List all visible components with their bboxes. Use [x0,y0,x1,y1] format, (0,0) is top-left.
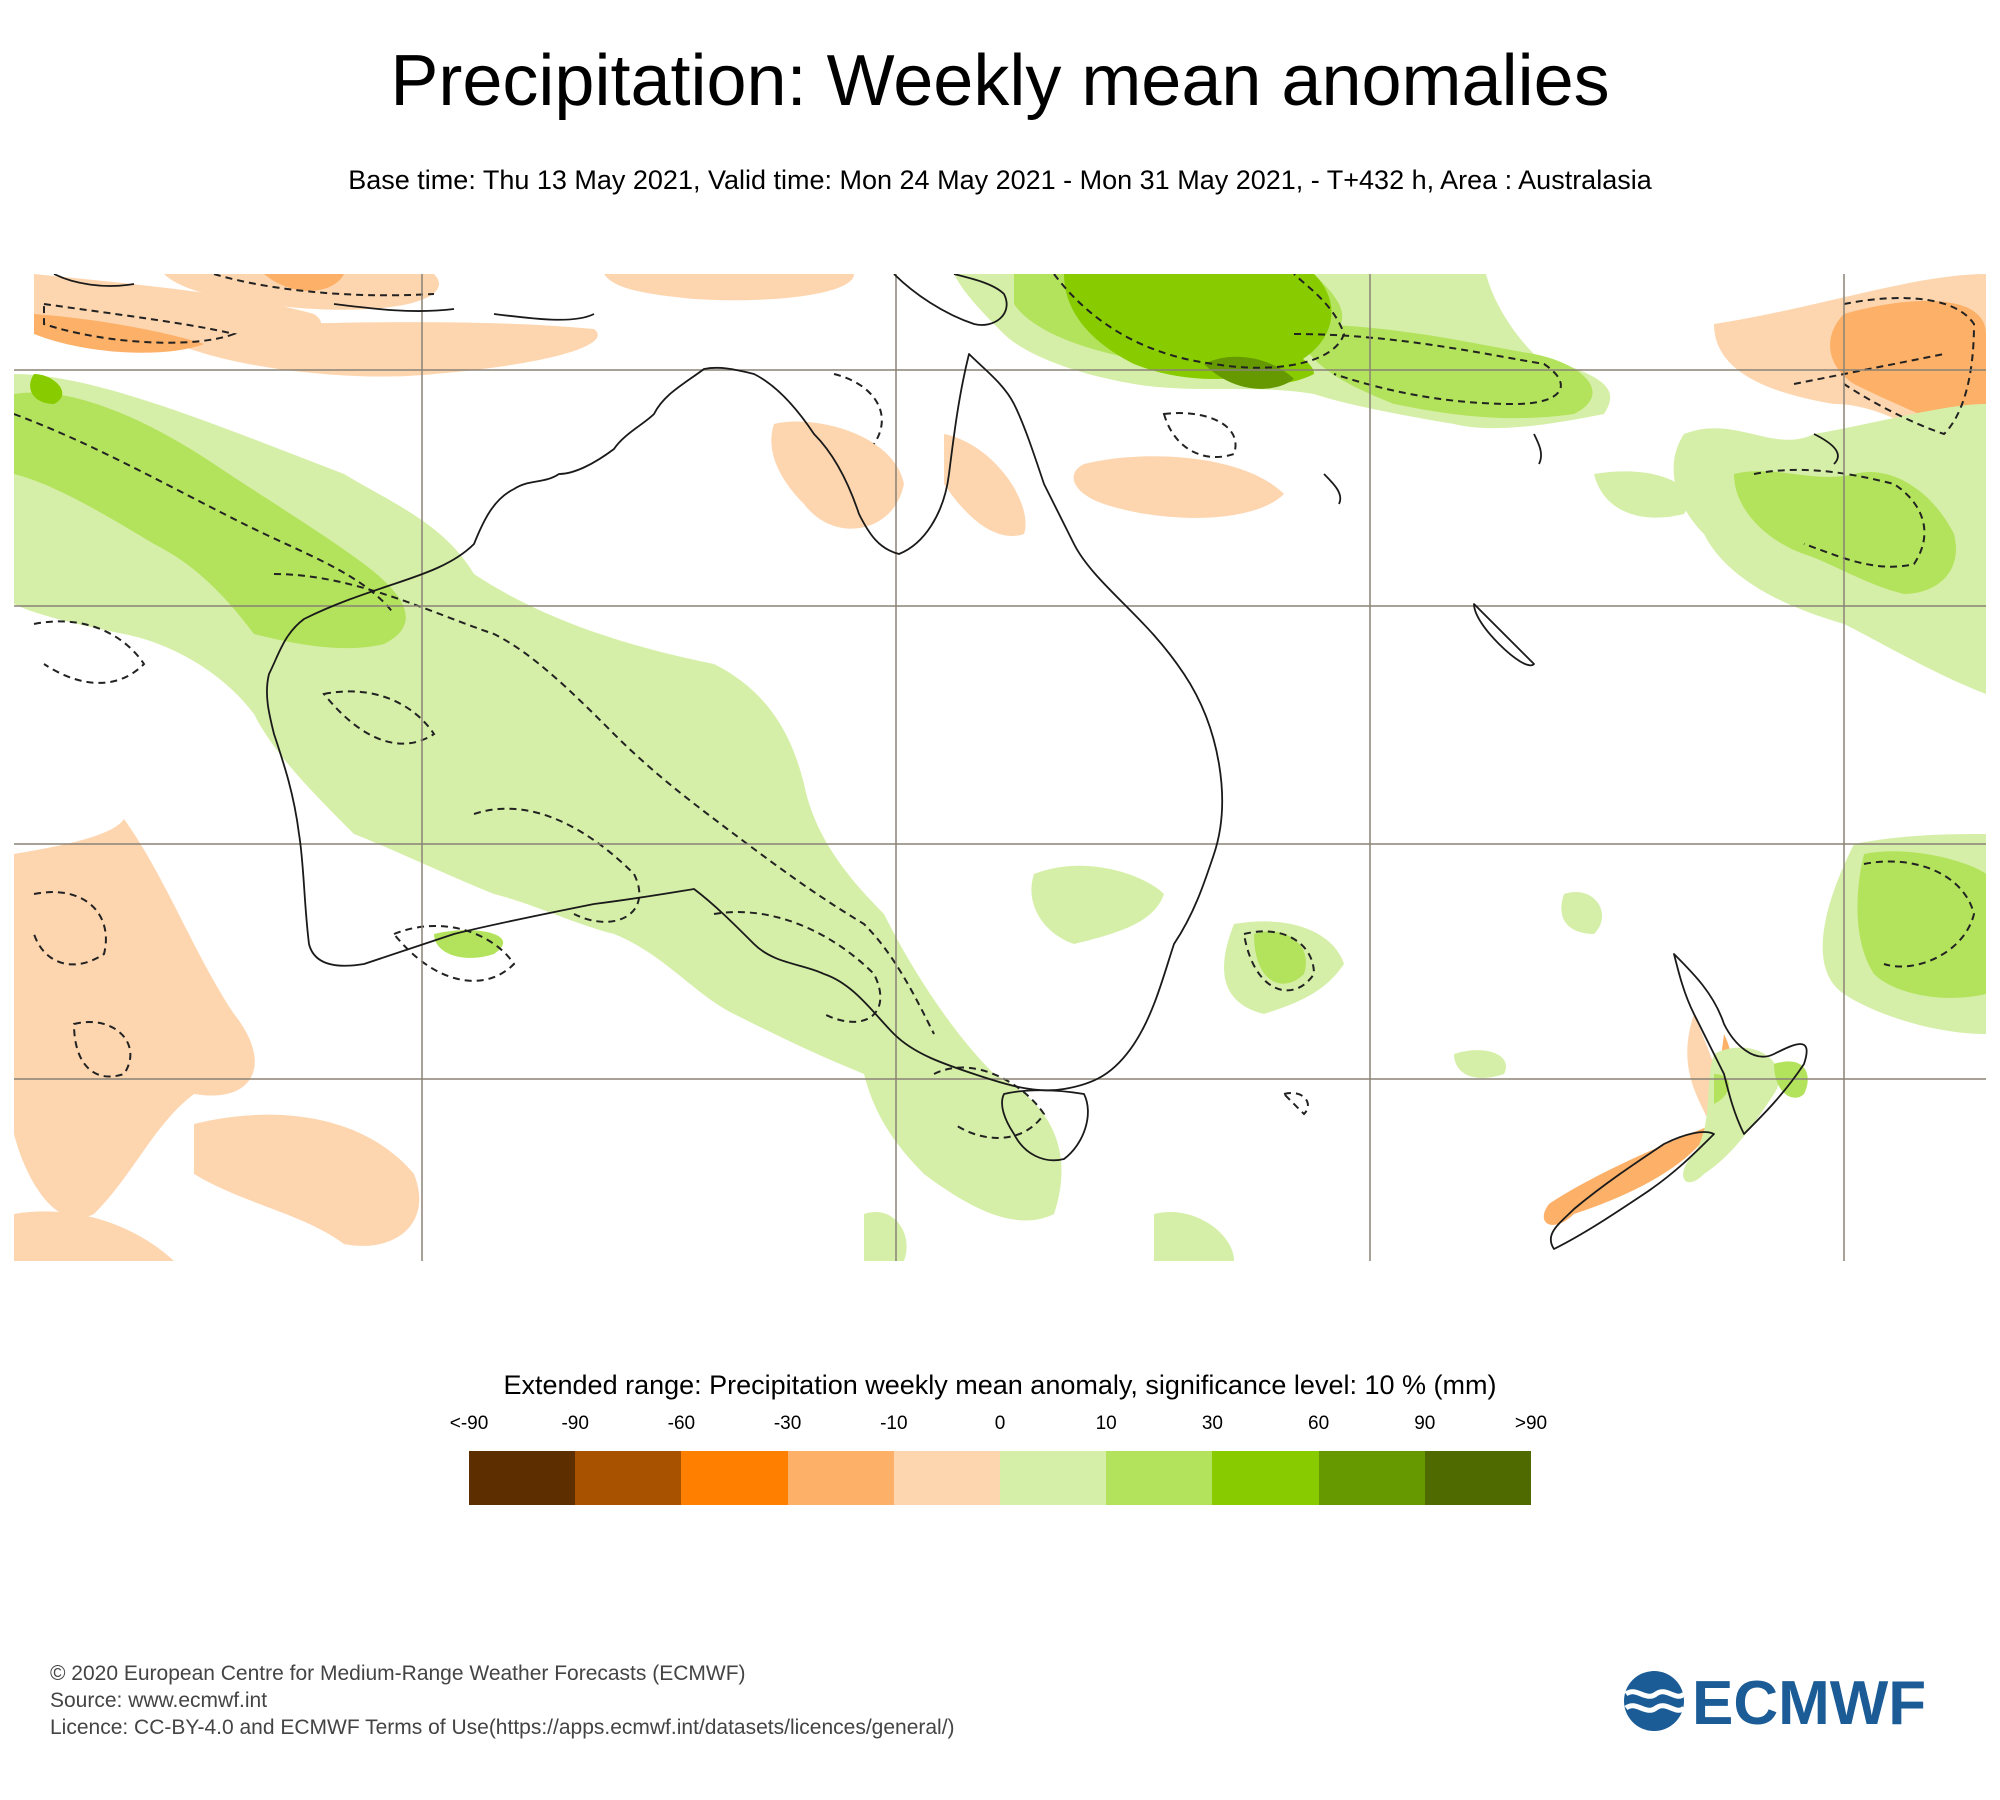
legend-tick: 0 [994,1413,1006,1434]
legend-tick: -30 [773,1413,802,1434]
source-text: Source: www.ecmwf.int [50,1689,268,1712]
new-zealand-north-outline [1673,953,1808,1135]
legend-title: Extended range: Precipitation weekly mea… [503,1370,1497,1400]
legend-tick: 10 [1095,1413,1117,1434]
legend-color-bar [469,1451,1532,1505]
legend-swatch [1424,1451,1532,1505]
legend-tick: <-90 [449,1413,489,1434]
australia-outline [266,353,1224,1092]
licence-text: Licence: CC-BY-4.0 and ECMWF Terms of Us… [50,1716,955,1739]
ecmwf-logo: ECMWF [1624,1669,1926,1734]
legend-tick: 60 [1308,1413,1330,1434]
legend-swatch [681,1451,788,1505]
ecmwf-logo-waves [1624,1689,1686,1713]
graticule-lines [14,274,1986,1261]
legend-tick: -60 [667,1413,696,1434]
legend-swatch [1000,1451,1107,1505]
very-strong-positive-areas [1204,356,1294,389]
copyright-text: © 2020 European Centre for Medium-Range … [50,1662,746,1685]
significance-contours [14,274,1976,1139]
footer: © 2020 European Centre for Medium-Range … [50,1660,955,1741]
legend-swatch [787,1451,894,1505]
legend-tick: -10 [880,1413,908,1434]
legend-tick: 30 [1201,1413,1223,1434]
legend-tick: >90 [1514,1413,1548,1434]
legend-swatch [1212,1451,1319,1505]
new-guinea-outline [893,274,1008,326]
precipitation-anomaly-map [14,274,1986,1261]
legend-swatch [893,1451,1001,1505]
tasmania-outline [1001,1089,1089,1162]
legend-swatch [469,1451,576,1505]
legend-tick: -90 [561,1413,589,1434]
legend-tick: 90 [1414,1413,1436,1434]
ecmwf-logo-icon [1624,1671,1684,1731]
new-zealand-south-outline [1549,1131,1715,1250]
legend-swatch [1106,1451,1213,1505]
map-subtitle: Base time: Thu 13 May 2021, Valid time: … [348,165,1652,195]
map-title: Precipitation: Weekly mean anomalies [390,41,1610,121]
coastlines [53,274,1839,1250]
new-caledonia-outline [1473,603,1535,667]
legend-swatch [1318,1451,1425,1505]
legend-ticks: <-90 -90 -60 -30 -10 0 10 30 60 90 >90 [450,1413,1547,1437]
ecmwf-logo-text: ECMWF [1692,1669,1926,1734]
legend-swatch [575,1451,682,1505]
